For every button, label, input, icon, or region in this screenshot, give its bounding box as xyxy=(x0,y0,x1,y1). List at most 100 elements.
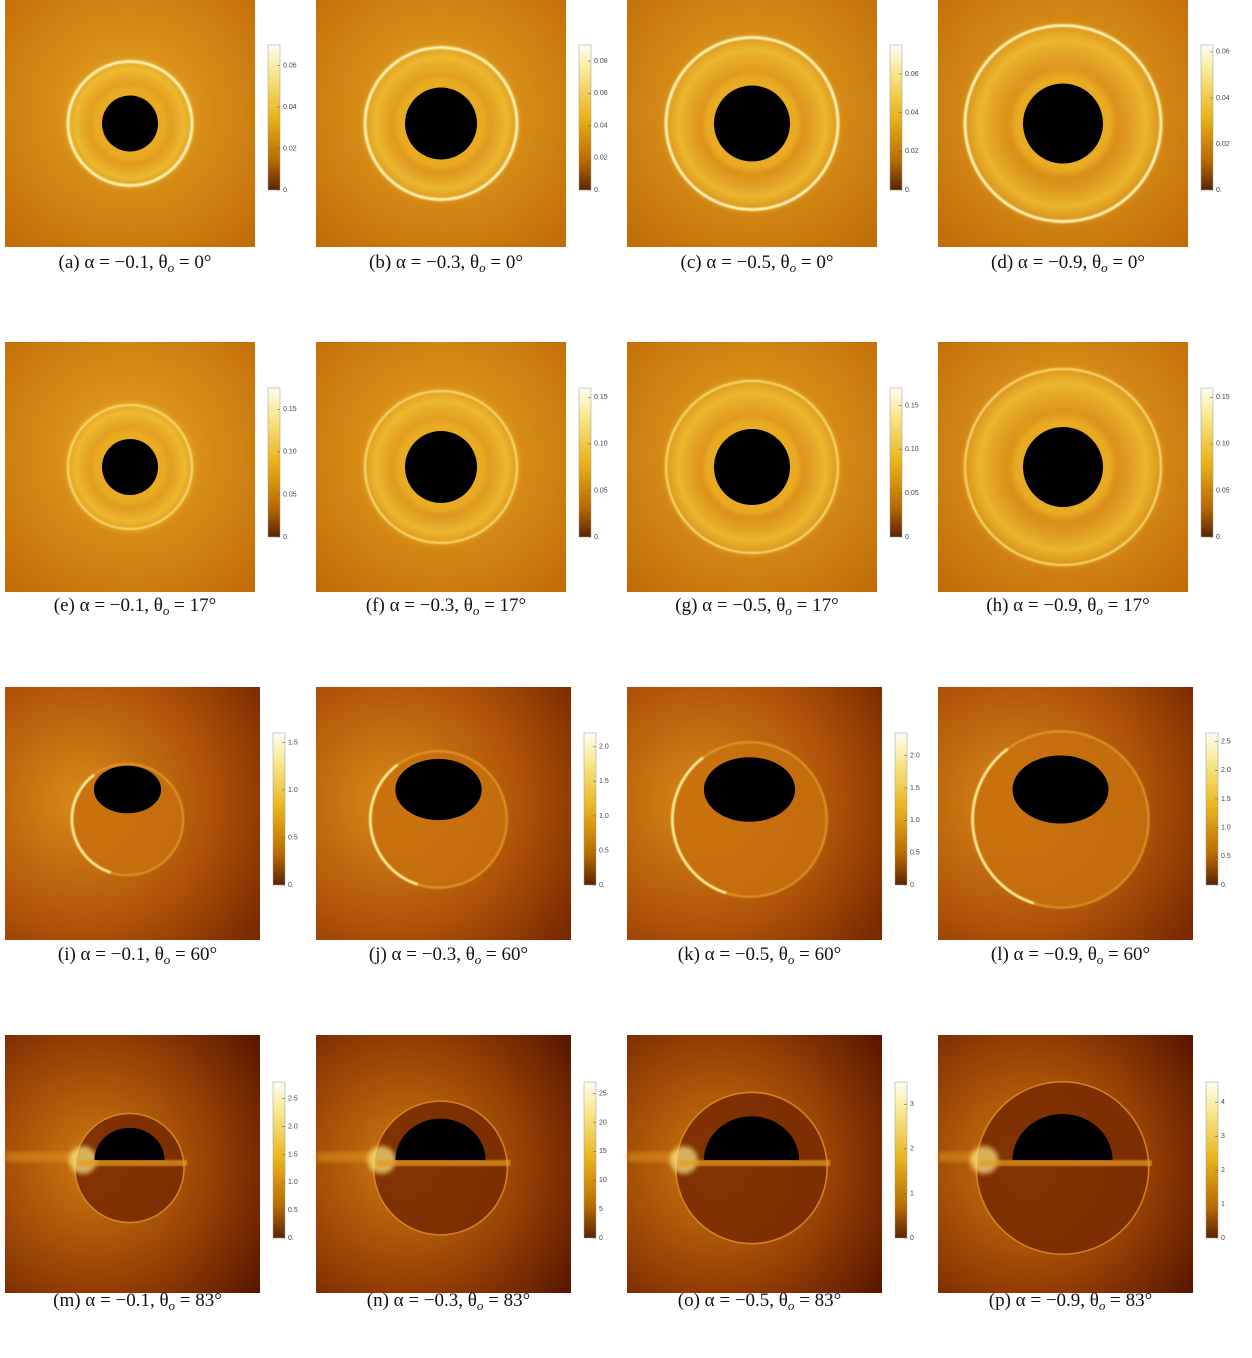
bright-arc xyxy=(671,756,727,895)
colorbar-tick-label: 1.0 xyxy=(288,1179,298,1186)
caption-tail: = 17° xyxy=(479,595,526,616)
colorbar xyxy=(1205,1081,1219,1239)
caption-sub: o xyxy=(1101,260,1108,275)
colorbar-tick-label: 0. xyxy=(905,534,911,541)
shadow xyxy=(102,439,158,495)
caption-main: (h) α = −0.9, θ xyxy=(986,595,1096,616)
colorbar xyxy=(272,732,286,886)
colorbar-tick-label: 0.5 xyxy=(288,1207,298,1214)
caption: (l) α = −0.9, θo = 60° xyxy=(991,944,1150,967)
colorbar xyxy=(889,44,903,191)
photon-ring xyxy=(664,36,840,211)
colorbar xyxy=(267,387,281,538)
colorbar-tick-label: 0.05 xyxy=(905,490,919,497)
panel: 0. 0.02 0.04 0.06 0.08 (b) α = −0.3, θo = 0° xyxy=(316,0,608,275)
panel: 0. 0.02 0.04 0.06 (d) α = −0.9, θo = 0° xyxy=(938,0,1230,275)
colorbar-tick-label: 0.5 xyxy=(910,850,920,857)
caption: (e) α = −0.1, θo = 17° xyxy=(54,595,216,618)
caption-main: (p) α = −0.9, θ xyxy=(989,1290,1099,1311)
caption-tail: = 0° xyxy=(174,252,211,273)
caption: (f) α = −0.3, θo = 17° xyxy=(366,595,526,618)
caption-main: (d) α = −0.9, θ xyxy=(991,252,1101,273)
colorbar-tick-label: 2.0 xyxy=(599,744,609,751)
caption-sub: o xyxy=(164,952,171,967)
caption-tail: = 0° xyxy=(486,252,523,273)
caption-main: (e) α = −0.1, θ xyxy=(54,595,163,616)
colorbar-tick-label: 0 xyxy=(1221,1235,1225,1242)
panel: 0 5 10 15 20 25 (n) α = −0.3, θo = 83° xyxy=(316,1035,607,1313)
caption-main: (i) α = −0.1, θ xyxy=(58,944,164,965)
caption-tail: = 60° xyxy=(1103,944,1150,965)
colorbar-tick-label: 0.10 xyxy=(594,441,608,448)
caption-sub: o xyxy=(788,952,795,967)
colorbar-tick-label: 0.5 xyxy=(599,847,609,854)
colorbar-tick-label: 1.0 xyxy=(1221,824,1231,831)
colorbar-tick-label: 2.0 xyxy=(288,1123,298,1130)
equator-glow xyxy=(5,1152,133,1162)
colorbar-tick-label: 1.0 xyxy=(288,787,298,794)
colorbar-tick-label: 1 xyxy=(910,1190,914,1197)
caption: (p) α = −0.9, θo = 83° xyxy=(989,1290,1152,1313)
colorbar-tick-label: 0. xyxy=(283,534,289,541)
colorbar-tick-label: 0.08 xyxy=(594,58,608,65)
colorbar-tick-label: 1.0 xyxy=(910,817,920,824)
colorbar-tick-label: 0.10 xyxy=(905,446,919,453)
colorbar-tick-label: 3 xyxy=(910,1101,914,1108)
photon-ring xyxy=(66,60,194,187)
panel: 0. 0.05 0.10 0.15 (h) α = −0.9, θo = 17° xyxy=(938,342,1230,618)
shadow xyxy=(405,87,477,160)
shadow xyxy=(395,1118,486,1160)
caption-tail: = 17° xyxy=(1103,595,1150,616)
panel: 0. 0.02 0.04 0.06 (a) α = −0.1, θo = 0° xyxy=(5,0,297,275)
colorbar xyxy=(583,1081,597,1239)
disk-band xyxy=(678,1160,831,1166)
colorbar-tick-label: 1 xyxy=(1221,1201,1225,1208)
panel: 0. 0.02 0.04 0.06 (c) α = −0.5, θo = 0° xyxy=(627,0,919,275)
colorbar-tick-label: 2.5 xyxy=(288,1096,298,1103)
colorbar-tick-label: 2.0 xyxy=(1221,767,1231,774)
caption-sub: o xyxy=(479,260,486,275)
panel: 0. 0.5 1.0 1.5 (i) α = −0.1, θo = 60° xyxy=(5,687,298,967)
colorbar-tick-label: 0.04 xyxy=(905,110,919,117)
colorbar-tick-label: 0.05 xyxy=(594,487,608,494)
shadow xyxy=(1023,427,1103,507)
colorbar-tick-label: 0.10 xyxy=(1216,441,1230,448)
photon-ring xyxy=(66,403,194,531)
colorbar-tick-label: 1.5 xyxy=(599,778,609,785)
caption-sub: o xyxy=(1097,952,1104,967)
caption-sub: o xyxy=(473,603,480,618)
photon-ring xyxy=(363,46,519,201)
colorbar-tick-label: 0.15 xyxy=(283,406,297,413)
photon-ring xyxy=(963,24,1163,223)
caption-main: (f) α = −0.3, θ xyxy=(366,595,473,616)
colorbar xyxy=(894,1081,908,1239)
caption-tail: = 83° xyxy=(1105,1290,1152,1311)
colorbar-tick-label: 0. xyxy=(910,882,916,889)
panel: 0. 0.05 0.10 0.15 (e) α = −0.1, θo = 17° xyxy=(5,342,297,618)
colorbar-tick-label: 1.5 xyxy=(288,1151,298,1158)
caption-sub: o xyxy=(788,1298,795,1313)
panel: 0 1 2 3 4 (p) α = −0.9, θo = 83° xyxy=(938,1035,1225,1313)
caption-main: (o) α = −0.5, θ xyxy=(678,1290,788,1311)
shadow xyxy=(94,1127,165,1160)
shadow xyxy=(395,758,482,821)
shadow xyxy=(102,95,158,152)
shadow xyxy=(714,85,790,162)
colorbar xyxy=(1200,44,1214,191)
shadow xyxy=(93,765,162,814)
colorbar-tick-label: 20 xyxy=(599,1119,607,1126)
caption: (m) α = −0.1, θo = 83° xyxy=(53,1290,222,1313)
caption: (n) α = −0.3, θo = 83° xyxy=(367,1290,530,1313)
caption: (g) α = −0.5, θo = 17° xyxy=(675,595,838,618)
colorbar-tick-label: 0. xyxy=(1216,187,1222,194)
caption: (b) α = −0.3, θo = 0° xyxy=(369,252,523,275)
lensed-disk xyxy=(675,1091,828,1245)
disk-band xyxy=(376,1160,511,1166)
caption: (j) α = −0.3, θo = 60° xyxy=(369,944,528,967)
colorbar-tick-label: 10 xyxy=(599,1177,607,1184)
colorbar-tick-label: 0. xyxy=(288,1235,294,1242)
caption-main: (m) α = −0.1, θ xyxy=(53,1290,168,1311)
colorbar-tick-label: 1.0 xyxy=(599,813,609,820)
caption: (k) α = −0.5, θo = 60° xyxy=(678,944,841,967)
colorbar-tick-label: 25 xyxy=(599,1090,607,1097)
